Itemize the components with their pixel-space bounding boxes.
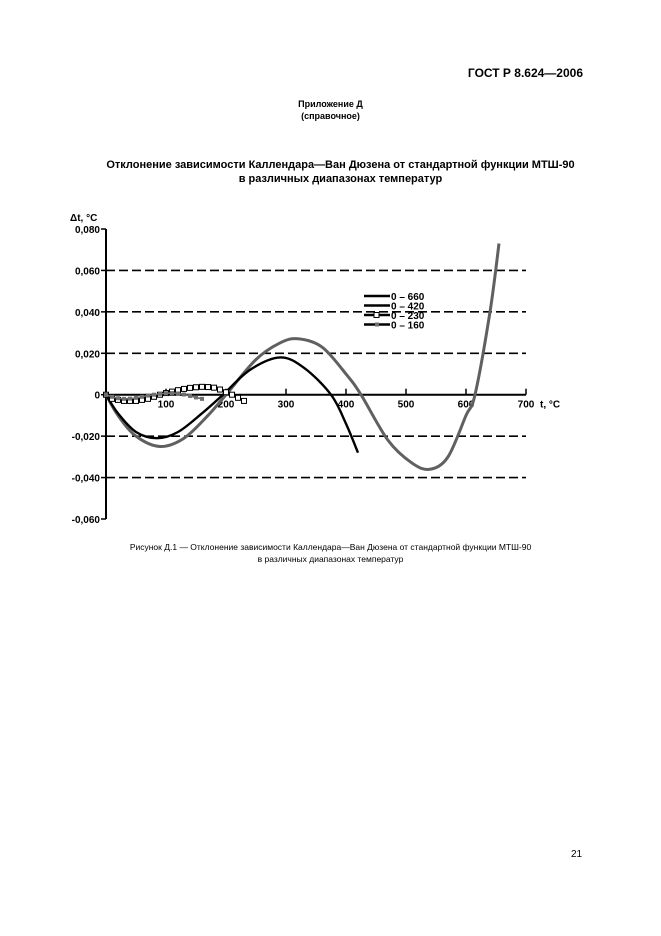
x-tick-label: 400 xyxy=(338,400,355,411)
figure-title: Отклонение зависимости Каллендара—Ван Дю… xyxy=(0,158,661,186)
figure-caption: Рисунок Д.1 — Отклонение зависимости Кал… xyxy=(0,541,661,565)
y-tick-label: 0 xyxy=(94,391,100,402)
data-point-dot xyxy=(140,394,144,399)
data-point-dot xyxy=(152,392,156,397)
y-tick-label: 0,020 xyxy=(75,349,100,360)
deviation-chart: 0,080 0,060 0,040 0,020 0 -0,020 -0,040 -0,060 1… xyxy=(70,213,560,526)
data-point-square xyxy=(229,391,235,398)
y-tick-label: -0,020 xyxy=(72,432,101,443)
data-point-square xyxy=(217,386,223,393)
data-point-square xyxy=(205,384,211,391)
data-point-dot xyxy=(188,393,192,398)
annex-heading: Приложение Д (справочное) xyxy=(0,98,661,122)
y-tick-label: -0,040 xyxy=(72,474,101,485)
data-point-square xyxy=(223,389,229,396)
annex-title: Приложение Д xyxy=(298,99,363,109)
annex-subtitle: (справочное) xyxy=(301,111,360,121)
y-tick-label: 0,080 xyxy=(75,225,100,236)
data-point-dot xyxy=(122,396,126,401)
data-point-dot xyxy=(110,394,114,399)
caption-line: Рисунок Д.1 — Отклонение зависимости Кал… xyxy=(129,542,532,552)
x-tick-label: 500 xyxy=(398,400,415,411)
legend-marker xyxy=(375,322,379,327)
figure-title-line: в различных диапазонах температур xyxy=(238,173,443,185)
data-point-dot xyxy=(128,396,132,401)
y-tick-label: 0,060 xyxy=(75,266,100,277)
x-tick-label: 200 xyxy=(218,400,235,411)
series-line-0 xyxy=(104,243,501,472)
page-number: 21 xyxy=(571,849,583,860)
data-point-dot xyxy=(164,391,168,396)
legend-marker xyxy=(373,312,380,318)
data-point-dot xyxy=(104,392,108,397)
data-point-dot xyxy=(134,395,138,400)
data-point-square xyxy=(235,394,241,401)
x-tick-label: 600 xyxy=(458,400,475,411)
legend-label: 0 – 160 xyxy=(391,321,425,332)
x-tick-label: 700 xyxy=(518,400,535,411)
legend-label: 0 – 660 xyxy=(391,292,425,303)
data-point-dot xyxy=(182,392,186,397)
standard-number: ГОСТ Р 8.624—2006 xyxy=(467,66,583,80)
legend-label: 0 – 420 xyxy=(391,302,425,313)
data-point-square xyxy=(181,385,187,392)
data-point-dot xyxy=(158,391,162,396)
data-point-dot xyxy=(194,395,198,400)
data-point-square xyxy=(241,397,247,404)
y-tick-label: 0,040 xyxy=(75,308,100,319)
y-tick-label: -0,060 xyxy=(72,515,101,526)
data-point-square xyxy=(193,384,199,391)
data-point-dot xyxy=(176,391,180,396)
x-axis-label: t, °C xyxy=(540,400,560,411)
data-point-dot xyxy=(146,393,150,398)
figure-title-line: Отклонение зависимости Каллендара—Ван Дю… xyxy=(106,159,575,171)
data-point-square xyxy=(199,383,205,390)
data-point-square xyxy=(211,384,217,391)
data-point-square xyxy=(187,384,193,391)
caption-line: в различных диапазонах температур xyxy=(257,554,404,564)
legend-label: 0 – 230 xyxy=(391,311,425,322)
data-point-dot xyxy=(170,391,174,396)
x-tick-label: 300 xyxy=(278,400,295,411)
data-point-dot xyxy=(116,396,120,401)
data-point-dot xyxy=(200,396,204,401)
x-tick-label: 100 xyxy=(158,400,175,411)
y-axis-label: Δt, °C xyxy=(70,213,97,224)
